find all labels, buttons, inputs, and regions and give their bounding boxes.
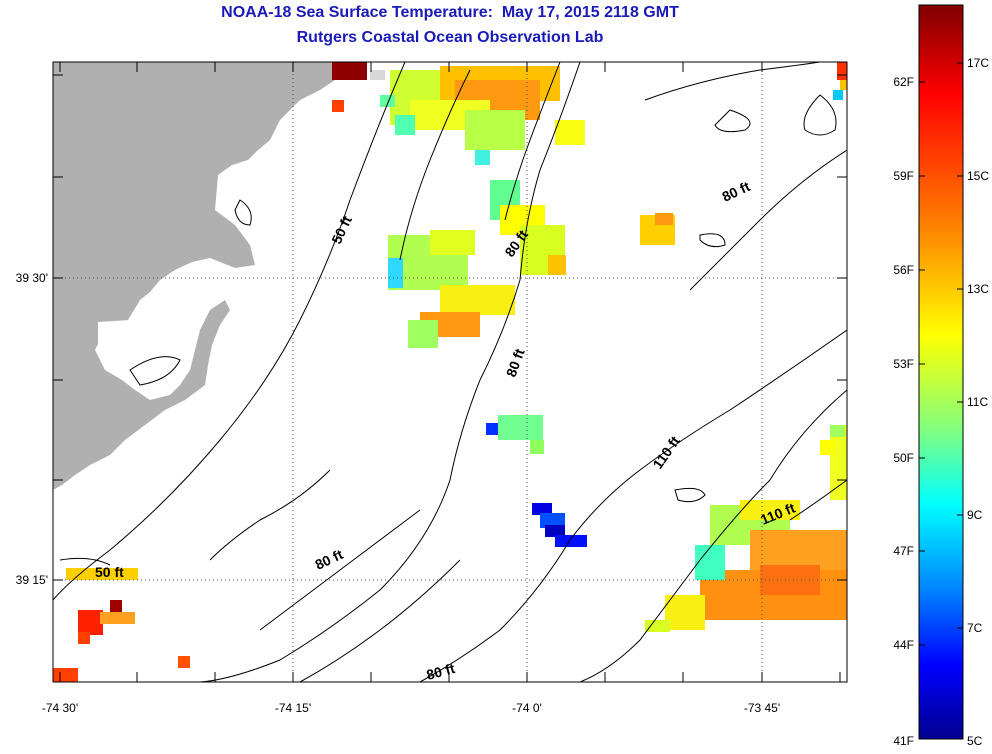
sst-patch bbox=[486, 423, 498, 435]
x-tick-label: -74 15' bbox=[275, 701, 311, 715]
graticule bbox=[53, 62, 847, 682]
colorbar-ticks bbox=[919, 62, 963, 646]
colorbar-c-label: 13C bbox=[967, 282, 989, 296]
colorbar-c-label: 5C bbox=[967, 734, 983, 748]
sst-patch bbox=[740, 500, 800, 520]
colorbar-c-label: 7C bbox=[967, 621, 983, 635]
sst-patch bbox=[760, 565, 820, 595]
sst-patch bbox=[548, 255, 566, 275]
sst-patch bbox=[840, 80, 847, 90]
x-tick-label: -74 30' bbox=[42, 701, 78, 715]
contour-label: 80 ft bbox=[425, 660, 457, 683]
colorbar-f-label: 44F bbox=[893, 638, 914, 652]
sst-patch bbox=[645, 620, 670, 632]
sst-patch bbox=[833, 90, 843, 100]
sst-patch bbox=[665, 595, 705, 630]
sst-patch bbox=[388, 258, 403, 288]
land-mass bbox=[53, 62, 335, 490]
sst-patch bbox=[837, 62, 847, 80]
contour-label: 50 ft bbox=[95, 564, 124, 580]
x-tick-label: -74 0' bbox=[512, 701, 542, 715]
sst-patch bbox=[695, 545, 725, 580]
sst-patch bbox=[465, 110, 525, 150]
map-frame bbox=[52, 61, 848, 683]
sst-patch bbox=[395, 115, 415, 135]
sst-patch bbox=[100, 612, 135, 624]
sst-patch bbox=[530, 440, 544, 454]
sst-patch bbox=[655, 213, 673, 225]
sst-patch bbox=[53, 668, 78, 682]
colorbar bbox=[918, 4, 964, 740]
sst-patch bbox=[532, 503, 552, 515]
sst-patch bbox=[555, 535, 587, 547]
colorbar-f-label: 50F bbox=[893, 451, 914, 465]
colorbar-f-label: 59F bbox=[893, 169, 914, 183]
sst-patch bbox=[475, 150, 490, 165]
sst-patch bbox=[78, 632, 90, 644]
sst-patch bbox=[332, 100, 344, 112]
colorbar-c-label: 15C bbox=[967, 169, 989, 183]
sst-patch bbox=[555, 120, 585, 145]
sst-patch bbox=[498, 415, 543, 440]
land-white-island bbox=[160, 285, 200, 330]
sst-patch bbox=[332, 62, 367, 80]
sst-patch bbox=[820, 440, 835, 455]
sst-patch bbox=[380, 95, 395, 107]
colorbar-c-label: 11C bbox=[967, 395, 988, 409]
sst-patch bbox=[440, 285, 515, 315]
sst-patch bbox=[430, 230, 475, 255]
map-title: NOAA-18 Sea Surface Temperature: May 17,… bbox=[221, 4, 679, 21]
sst-patch bbox=[540, 513, 565, 528]
map-subtitle: Rutgers Coastal Ocean Observation Lab bbox=[296, 29, 604, 46]
colorbar-c-label: 17C bbox=[967, 56, 989, 70]
sst-patch bbox=[545, 525, 565, 537]
y-tick-label: 39 15' bbox=[16, 573, 48, 587]
sst-patch bbox=[730, 555, 745, 565]
sst-patch bbox=[370, 70, 385, 80]
sst-patch bbox=[408, 320, 438, 348]
colorbar-f-label: 56F bbox=[893, 263, 914, 277]
colorbar-f-label: 53F bbox=[893, 357, 914, 371]
sst-patch bbox=[830, 425, 845, 437]
colorbar-f-label: 41F bbox=[893, 734, 914, 748]
colorbar-f-label: 47F bbox=[893, 544, 914, 558]
bathymetry-contours bbox=[53, 62, 847, 682]
land-white-island bbox=[98, 320, 140, 358]
sst-patch bbox=[78, 610, 103, 635]
colorbar-f-label: 62F bbox=[893, 75, 914, 89]
x-tick-label: -73 45' bbox=[744, 701, 780, 715]
y-tick-label: 39 30' bbox=[16, 271, 48, 285]
sst-patch bbox=[178, 656, 190, 668]
frame-ticks bbox=[53, 62, 847, 682]
sst-patch bbox=[110, 600, 122, 612]
colorbar-c-label: 9C bbox=[967, 508, 983, 522]
